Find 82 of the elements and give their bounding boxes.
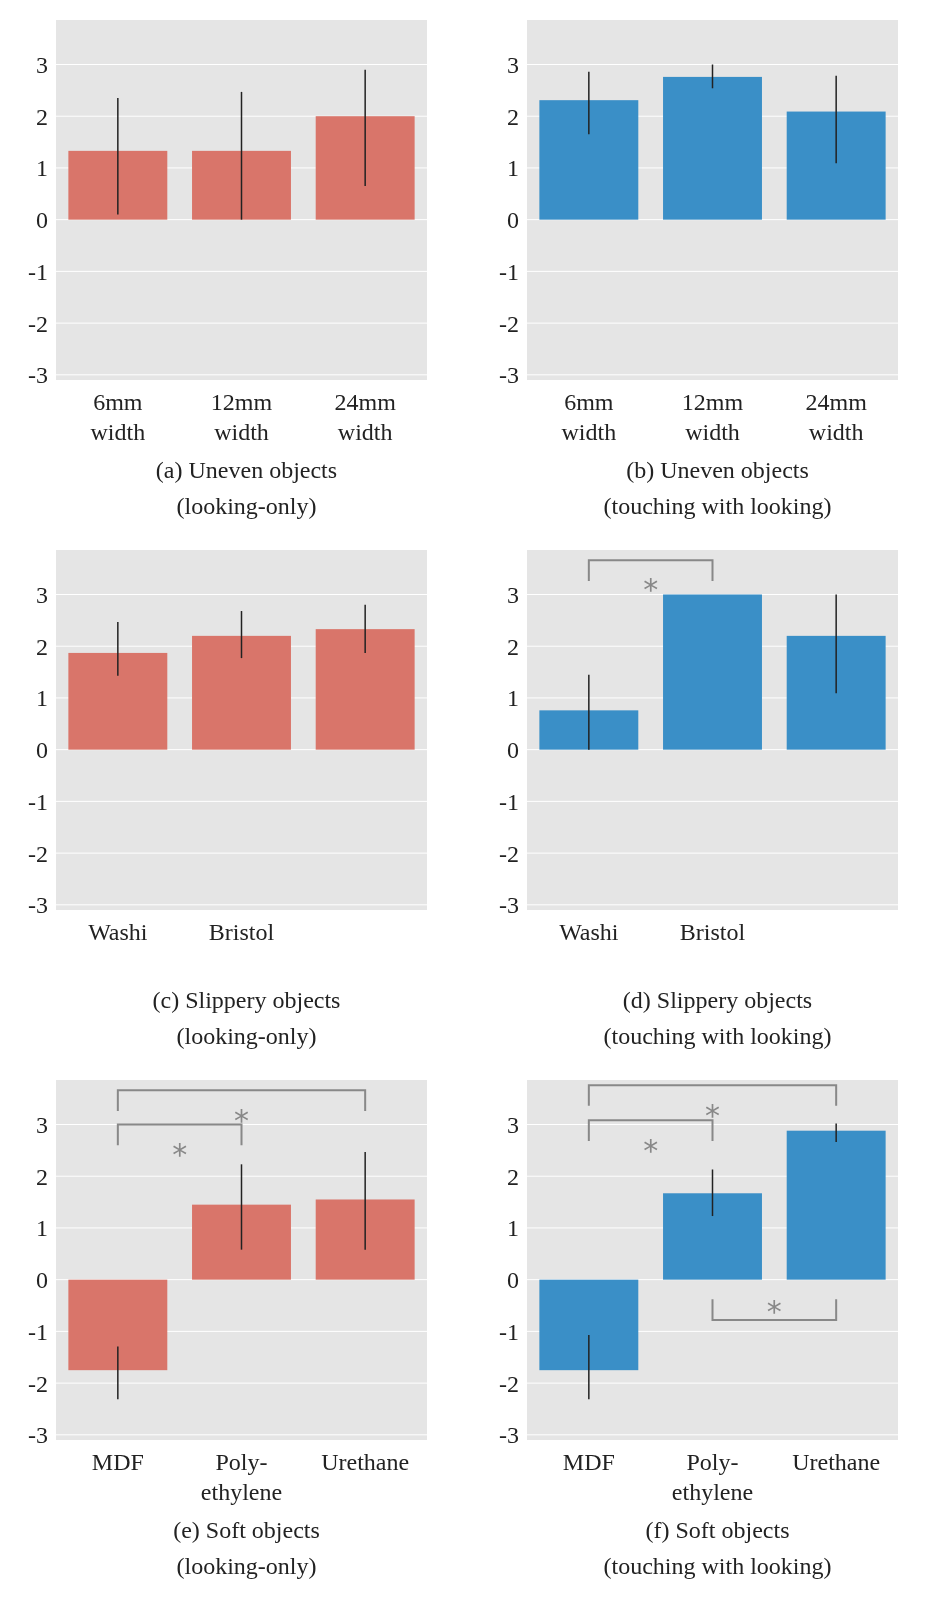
bar — [663, 1193, 762, 1280]
annotation: * — [234, 1103, 249, 1138]
bar — [192, 1204, 291, 1280]
x-tick-label: 6mm width — [90, 389, 146, 445]
x-tick-label: 6mm width — [561, 389, 617, 445]
y-tick-label: -3 — [499, 362, 519, 389]
y-tick-label: -3 — [28, 1422, 48, 1449]
y-tick-label: 0 — [507, 1267, 519, 1294]
bar — [539, 1279, 639, 1371]
y-tick-label: 0 — [507, 737, 519, 764]
bar — [663, 594, 762, 750]
x-tick-label: Bristol — [208, 919, 275, 945]
y-tick-label: -1 — [28, 788, 48, 815]
annotation: * — [643, 571, 659, 607]
y-tick-label: 0 — [36, 1267, 48, 1294]
annotation: * — [705, 1097, 720, 1133]
y-tick-label: 2 — [36, 633, 48, 660]
text: (f) Soft objects (touching with looking) — [603, 1517, 832, 1579]
text: (b) Uneven objects (touching with looking) — [603, 457, 832, 519]
y-tick-label: 2 — [36, 1163, 48, 1190]
x-tick-label: 24mm width — [334, 389, 397, 445]
y-tick-label: 2 — [507, 633, 519, 660]
y-tick-label: -2 — [28, 1370, 48, 1397]
x-tick-label: Washi — [88, 919, 148, 945]
x-tick-label: 12mm width — [210, 389, 273, 445]
y-tick-label: -3 — [28, 362, 48, 389]
y-tick-label: -2 — [28, 840, 48, 867]
y-tick-label: 0 — [507, 207, 519, 234]
x-tick-label: MDF — [562, 1449, 615, 1475]
x-tick-label: Urethane — [792, 1449, 881, 1475]
bar — [539, 710, 639, 750]
x-tick-label: Poly- ethylene — [200, 1449, 283, 1505]
y-tick-label: 3 — [507, 581, 519, 608]
bar — [663, 76, 762, 220]
y-tick-label: 3 — [36, 1111, 48, 1138]
x-tick-label: Washi — [559, 919, 619, 945]
text: (c) Slippery objects (looking-only) — [152, 987, 341, 1049]
y-tick-label: 1 — [507, 1215, 519, 1242]
y-tick-label: 0 — [36, 737, 48, 764]
annotation: * — [643, 1133, 659, 1168]
y-tick-label: -3 — [499, 1422, 519, 1449]
y-tick-label: 1 — [507, 685, 519, 712]
x-tick-label: 12mm width — [681, 389, 744, 445]
bar — [786, 1130, 886, 1280]
bar — [786, 111, 886, 220]
y-tick-label: -1 — [499, 1318, 519, 1345]
y-tick-label: 3 — [36, 581, 48, 608]
y-tick-label: 1 — [36, 1215, 48, 1242]
annotation: * — [172, 1137, 188, 1173]
x-tick-label: Urethane — [321, 1449, 410, 1475]
y-tick-label: -3 — [28, 892, 48, 919]
y-tick-label: -3 — [499, 892, 519, 919]
y-tick-label: 3 — [507, 51, 519, 78]
y-tick-label: -1 — [28, 258, 48, 285]
annotation: * — [766, 1294, 782, 1330]
x-tick-label: Bristol — [679, 919, 746, 945]
y-tick-label: -1 — [499, 258, 519, 285]
y-tick-label: -1 — [28, 1318, 48, 1345]
x-tick-label: 24mm width — [805, 389, 868, 445]
y-tick-label: 3 — [36, 51, 48, 78]
bar — [539, 100, 639, 220]
text: (a) Uneven objects (looking-only) — [155, 457, 338, 519]
y-tick-label: -2 — [499, 1370, 519, 1397]
text: (d) Slippery objects (touching with looking) — [603, 987, 832, 1049]
y-tick-label: 2 — [507, 103, 519, 130]
y-tick-label: 1 — [36, 685, 48, 712]
x-tick-label: MDF — [91, 1449, 144, 1475]
y-tick-label: 1 — [36, 155, 48, 182]
bar — [786, 635, 886, 750]
y-tick-label: -1 — [499, 788, 519, 815]
y-tick-label: 3 — [507, 1111, 519, 1138]
bar — [315, 1199, 415, 1280]
text: (e) Soft objects (looking-only) — [173, 1517, 320, 1579]
y-tick-label: 1 — [507, 155, 519, 182]
y-tick-label: -2 — [28, 310, 48, 337]
y-tick-label: -2 — [499, 840, 519, 867]
y-tick-label: 2 — [36, 103, 48, 130]
x-tick-label: Poly- ethylene — [671, 1449, 754, 1505]
bar — [68, 1279, 168, 1371]
y-tick-label: 0 — [36, 207, 48, 234]
y-tick-label: -2 — [499, 310, 519, 337]
y-tick-label: 2 — [507, 1163, 519, 1190]
